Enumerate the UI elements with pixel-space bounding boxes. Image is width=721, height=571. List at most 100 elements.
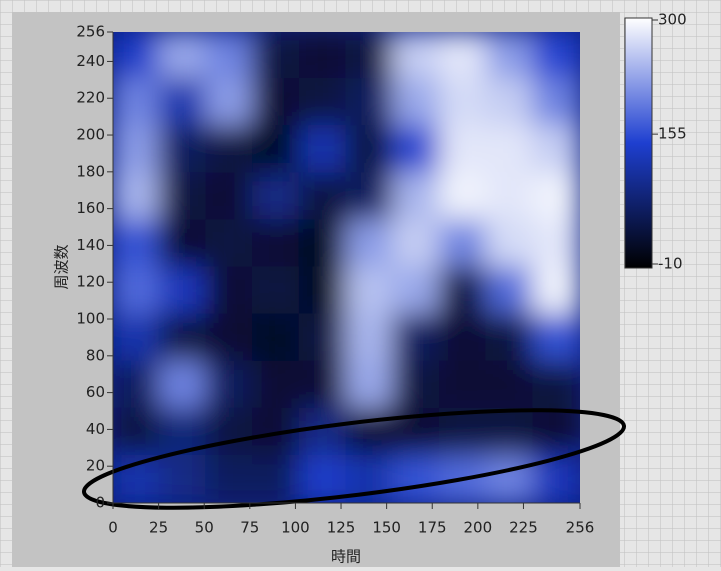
heatmap-cell xyxy=(205,313,255,363)
heatmap-cell xyxy=(298,360,348,410)
y-tick-label: 220 xyxy=(76,89,105,107)
heatmap-cell xyxy=(485,172,535,222)
y-tick-label: 0 xyxy=(95,494,105,512)
heatmap-cell xyxy=(298,313,348,363)
heatmap-cells xyxy=(113,32,580,503)
heatmap-cell xyxy=(392,172,441,222)
y-tick-label: 180 xyxy=(76,162,105,180)
heatmap xyxy=(113,32,580,503)
heatmap-cell xyxy=(532,78,580,128)
heatmap-cell xyxy=(298,407,348,457)
heatmap-cell xyxy=(298,266,348,316)
y-tick-label: 140 xyxy=(76,236,105,254)
heatmap-cell xyxy=(392,219,441,269)
heatmap-cell xyxy=(158,454,208,503)
heatmap-cell xyxy=(113,266,161,316)
heatmap-cell xyxy=(158,125,208,175)
heatmap-cell xyxy=(252,266,301,316)
y-tick-label: 60 xyxy=(86,383,105,401)
x-tick-label: 150 xyxy=(372,519,401,537)
heatmap-cell xyxy=(205,32,255,81)
x-tick-label: 75 xyxy=(240,519,259,537)
heatmap-cell xyxy=(113,360,161,410)
heatmap-cell xyxy=(438,360,488,410)
y-tick-label: 20 xyxy=(86,457,105,475)
heatmap-cell xyxy=(298,78,348,128)
heatmap-cell xyxy=(252,360,301,410)
heatmap-cell xyxy=(298,172,348,222)
heatmap-cell xyxy=(438,78,488,128)
colorbar xyxy=(624,17,653,269)
heatmap-cell xyxy=(205,360,255,410)
x-tick-label: 50 xyxy=(195,519,214,537)
heatmap-cell xyxy=(485,32,535,81)
heatmap-cell xyxy=(532,32,580,81)
heatmap-cell xyxy=(205,78,255,128)
heatmap-cell xyxy=(298,125,348,175)
heatmap-cell xyxy=(392,32,441,81)
heatmap-cell xyxy=(392,360,441,410)
heatmap-cell xyxy=(252,454,301,503)
x-tick-label: 200 xyxy=(464,519,493,537)
heatmap-cell xyxy=(252,32,301,81)
y-tick-label: 80 xyxy=(86,346,105,364)
heatmap-cell xyxy=(485,313,535,363)
heatmap-cell xyxy=(158,172,208,222)
heatmap-cell xyxy=(345,407,395,457)
heatmap-cell xyxy=(113,313,161,363)
x-tick-label: 0 xyxy=(108,519,118,537)
x-tick-label: 225 xyxy=(509,519,538,537)
heatmap-cell xyxy=(205,266,255,316)
heatmap-cell xyxy=(158,78,208,128)
heatmap-cell xyxy=(485,78,535,128)
heatmap-cell xyxy=(532,125,580,175)
heatmap-cell xyxy=(345,266,395,316)
colorbar-tick-label: -10 xyxy=(658,255,683,273)
y-axis-label: 周波数 xyxy=(53,244,71,289)
heatmap-cell xyxy=(438,32,488,81)
heatmap-cell xyxy=(345,32,395,81)
heatmap-cell xyxy=(438,219,488,269)
heatmap-cell xyxy=(113,32,161,81)
heatmap-cell xyxy=(113,125,161,175)
heatmap-cell xyxy=(345,313,395,363)
heatmap-cell xyxy=(252,313,301,363)
heatmap-cell xyxy=(298,219,348,269)
y-tick-label: 120 xyxy=(76,273,105,291)
heatmap-cell xyxy=(113,219,161,269)
heatmap-cell xyxy=(205,172,255,222)
heatmap-cell xyxy=(532,219,580,269)
heatmap-cell xyxy=(392,78,441,128)
heatmap-cell xyxy=(158,360,208,410)
y-tick-label: 256 xyxy=(76,23,105,41)
heatmap-cell xyxy=(485,360,535,410)
x-tick-label: 25 xyxy=(149,519,168,537)
heatmap-cell xyxy=(438,125,488,175)
heatmap-cell xyxy=(392,125,441,175)
heatmap-cell xyxy=(532,266,580,316)
colorbar-tick-label: 155 xyxy=(658,125,687,143)
heatmap-cell xyxy=(438,266,488,316)
heatmap-cell xyxy=(113,407,161,457)
heatmap-cell xyxy=(438,407,488,457)
y-tick-label: 200 xyxy=(76,126,105,144)
heatmap-cell xyxy=(438,172,488,222)
heatmap-cell xyxy=(438,313,488,363)
heatmap-cell xyxy=(345,172,395,222)
heatmap-cell xyxy=(345,78,395,128)
heatmap-cell xyxy=(485,454,535,503)
x-tick-label: 175 xyxy=(418,519,447,537)
y-tick-label: 100 xyxy=(76,310,105,328)
heatmap-cell xyxy=(532,313,580,363)
heatmap-cell xyxy=(485,266,535,316)
heatmap-cell xyxy=(205,454,255,503)
heatmap-cell xyxy=(158,313,208,363)
heatmap-cell xyxy=(345,125,395,175)
heatmap-cell xyxy=(205,125,255,175)
heatmap-cell xyxy=(532,360,580,410)
heatmap-cell xyxy=(485,219,535,269)
heatmap-cell xyxy=(205,219,255,269)
heatmap-cell xyxy=(485,407,535,457)
x-tick-label: 125 xyxy=(327,519,356,537)
